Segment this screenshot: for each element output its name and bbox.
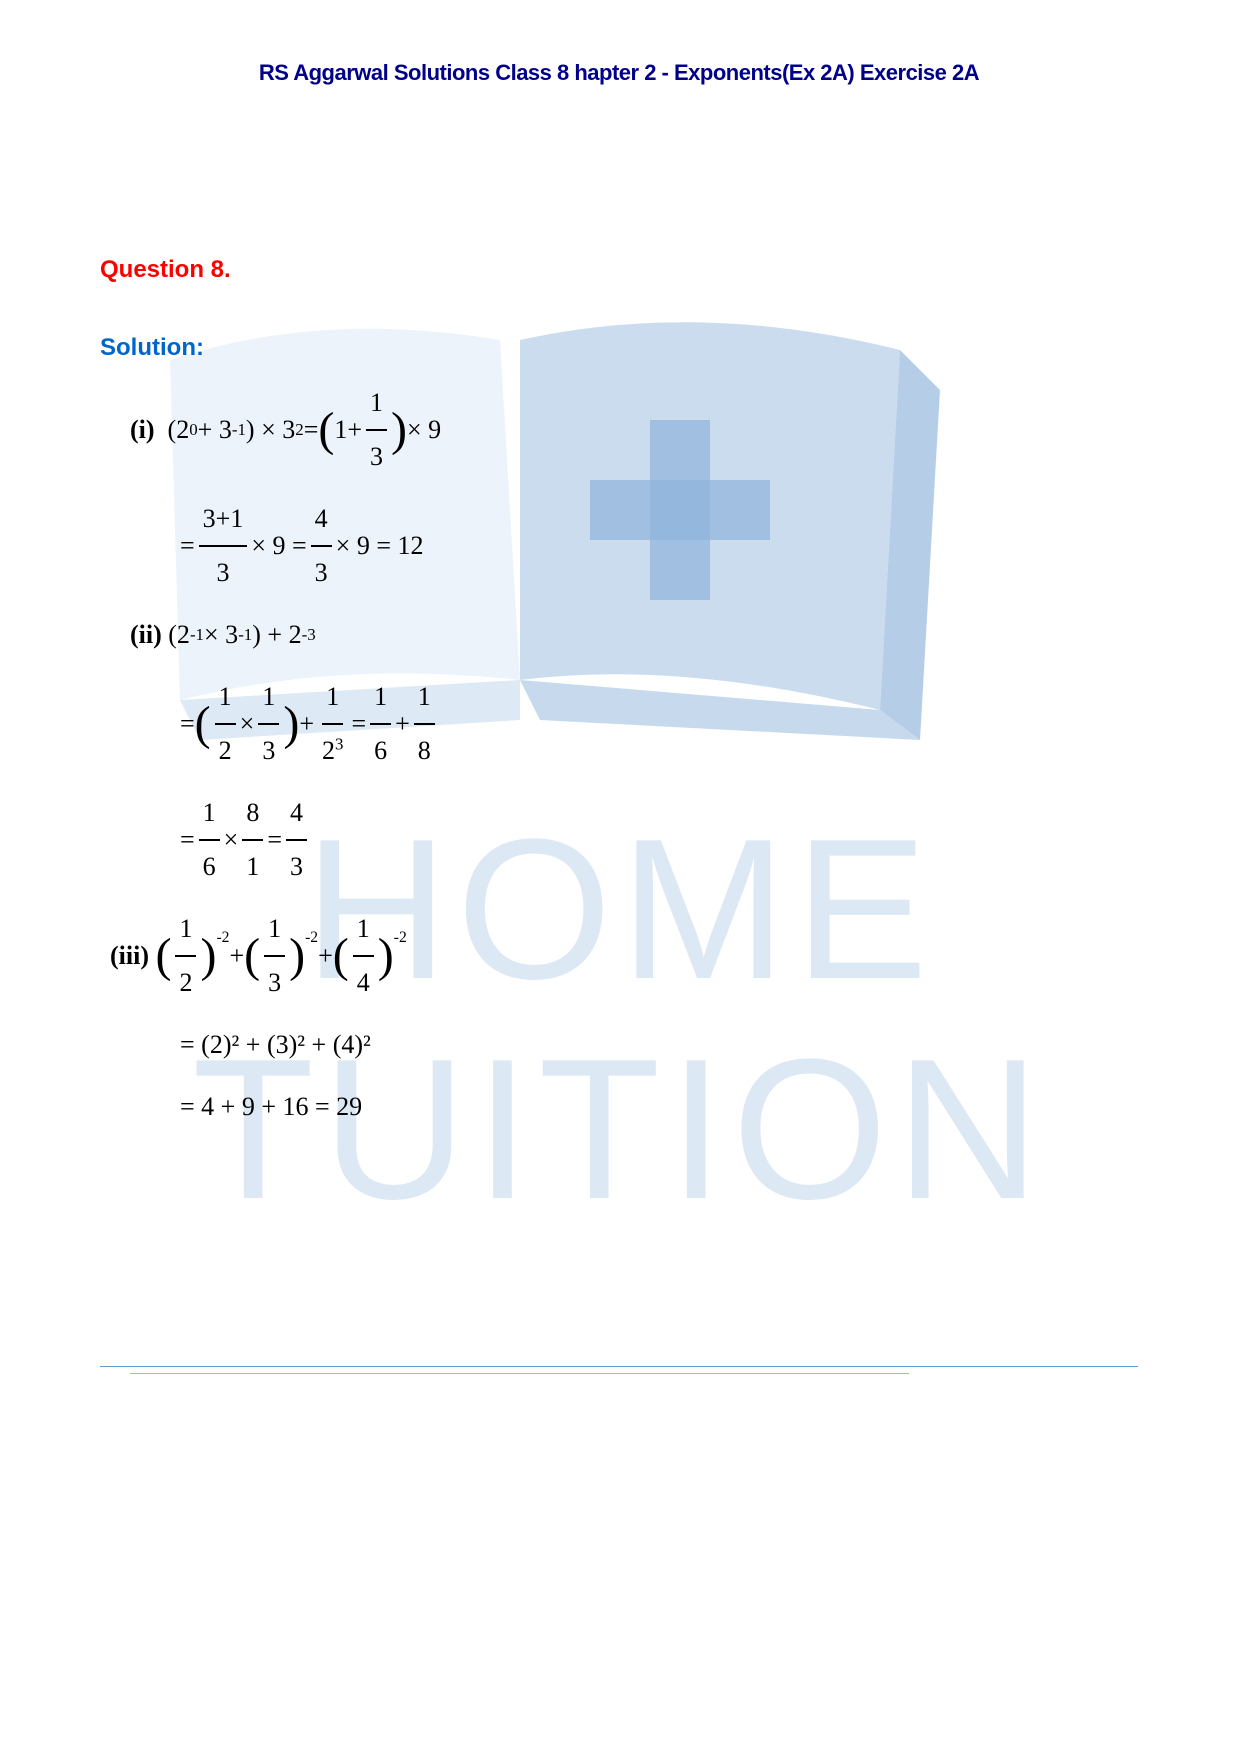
math-iii-line1: (iii) ( 12 )-2 + ( 13 )-2 + ( 14 )-2 bbox=[110, 903, 1138, 1009]
part-i-marker: (i) bbox=[130, 404, 155, 456]
question-label: Question 8. bbox=[100, 256, 1138, 284]
math-ii-line1: (ii) (2-1 × 3-1) + 2-3 bbox=[130, 609, 1138, 661]
math-iii-line3: = 4 + 9 + 16 = 29 bbox=[180, 1081, 1138, 1133]
part-ii-marker: (ii) bbox=[130, 609, 162, 661]
part-iii-marker: (iii) bbox=[110, 930, 149, 982]
math-content: (i) (20 + 3-1) × 32 = ( 1+ 13 ) × 9 = 3+… bbox=[100, 377, 1138, 1133]
footer-rules bbox=[100, 1366, 1138, 1374]
math-ii-line3: = 16 × 81 = 43 bbox=[180, 787, 1138, 893]
page-title: RS Aggarwal Solutions Class 8 hapter 2 -… bbox=[100, 60, 1138, 86]
hr-bottom bbox=[130, 1373, 909, 1374]
solution-label: Solution: bbox=[100, 334, 1138, 362]
page-content: RS Aggarwal Solutions Class 8 hapter 2 -… bbox=[0, 0, 1238, 1203]
math-iii-line2: = (2)² + (3)² + (4)² bbox=[180, 1019, 1138, 1071]
math-ii-line2: = ( 12 × 13 ) + 123 = 16 + 18 bbox=[180, 671, 1138, 777]
hr-top bbox=[100, 1366, 1138, 1367]
math-i-line1: (i) (20 + 3-1) × 32 = ( 1+ 13 ) × 9 bbox=[130, 377, 1138, 483]
math-i-line2: = 3+13 × 9 = 43 × 9 = 12 bbox=[180, 493, 1138, 599]
